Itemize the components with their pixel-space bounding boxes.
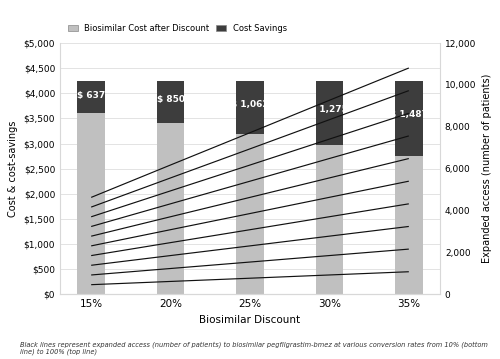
Bar (78, 81, 105, 113)
Text: $ 850: $ 850 (156, 95, 184, 104)
Text: $ 1,062: $ 1,062 (231, 100, 269, 109)
Text: $ 1,275: $ 1,275 (310, 105, 348, 114)
Bar (156, 123, 184, 294)
X-axis label: Biosimilar Discount: Biosimilar Discount (200, 315, 300, 325)
Bar (236, 134, 264, 294)
Y-axis label: Cost & cost-savings: Cost & cost-savings (8, 121, 18, 217)
Bar (156, 81, 184, 123)
Bar (78, 113, 105, 294)
Text: Black lines represent expanded access (number of patients) to biosimilar pegfilg: Black lines represent expanded access (n… (20, 341, 488, 355)
Bar (395, 81, 422, 155)
Text: $ 1,487: $ 1,487 (390, 110, 428, 119)
Y-axis label: Expanded access (number of patients): Expanded access (number of patients) (482, 74, 492, 264)
Bar (316, 81, 344, 145)
Bar (316, 145, 344, 294)
Bar (236, 81, 264, 134)
Bar (395, 155, 422, 294)
Text: $ 637: $ 637 (77, 91, 106, 100)
Legend: Biosimilar Cost after Discount, Cost Savings: Biosimilar Cost after Discount, Cost Sav… (64, 21, 290, 36)
